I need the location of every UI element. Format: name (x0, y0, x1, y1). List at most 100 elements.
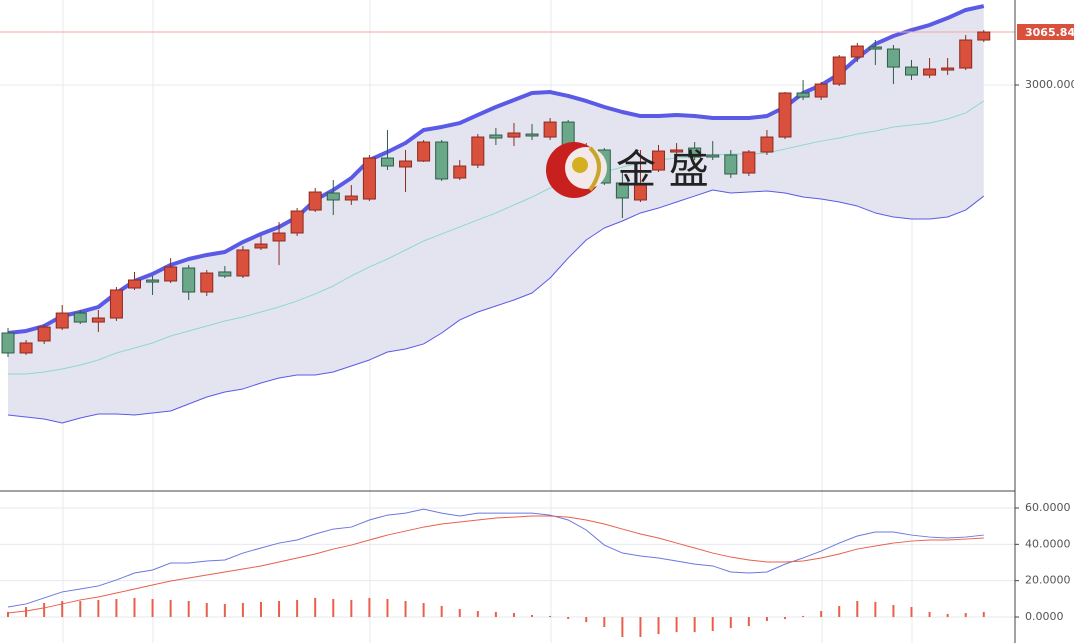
histogram-bar (531, 615, 534, 618)
histogram-bar (223, 603, 226, 618)
candle-body (380, 157, 394, 167)
histogram-bar (133, 597, 136, 618)
histogram-bar (187, 601, 190, 618)
candle-body (832, 56, 846, 85)
candle-body (796, 92, 810, 98)
candle-body (326, 192, 340, 201)
histogram-bar (765, 617, 768, 622)
candle-body (91, 317, 105, 323)
histogram-bar (585, 617, 588, 623)
last-price-label: 3065.840 (1025, 26, 1074, 39)
indicator-line (7, 515, 984, 614)
histogram-bar (205, 603, 208, 618)
y-tick-label: 3000.000 (1025, 78, 1074, 91)
histogram-bar (910, 607, 913, 618)
candle-body (724, 154, 738, 175)
histogram-bar (404, 601, 407, 618)
candle-body (850, 45, 864, 58)
candle-body (507, 132, 521, 138)
histogram-bar (856, 601, 859, 618)
histogram-bar (892, 605, 895, 618)
candle-body (905, 66, 918, 76)
histogram-bar (567, 617, 570, 620)
histogram-bar (476, 611, 479, 618)
histogram-bar (440, 605, 443, 618)
histogram-bar (278, 601, 281, 618)
histogram-bar (982, 611, 985, 618)
histogram-bar (639, 617, 642, 638)
histogram-bar (79, 601, 82, 618)
candle-body (236, 249, 250, 277)
candle-body (652, 150, 666, 171)
histogram-bar (820, 611, 823, 618)
histogram-bar (711, 617, 714, 632)
histogram-bar (332, 599, 335, 618)
candle-body (959, 39, 973, 69)
candle-body (290, 210, 304, 234)
histogram-bar (151, 599, 154, 618)
indicator-line (7, 508, 984, 608)
candle-body (489, 134, 503, 139)
candle-body (941, 67, 955, 71)
candle-body (218, 271, 232, 277)
histogram-bar (350, 599, 353, 618)
candle-body (615, 182, 629, 199)
histogram-bar (874, 601, 877, 618)
candle-body (814, 83, 828, 98)
y-tick-label: 0.0000 (1025, 610, 1064, 623)
histogram-bar (657, 617, 660, 635)
histogram-bar (43, 603, 46, 618)
histogram-bar (621, 617, 624, 638)
histogram-bar (97, 599, 100, 618)
candle-body (362, 157, 376, 200)
histogram-bar (7, 611, 9, 618)
logo-text: 金 盛 (616, 147, 709, 193)
candle-body (37, 326, 51, 342)
histogram-bar (458, 609, 461, 618)
band-fill (8, 6, 984, 424)
candle-body (344, 195, 358, 201)
candle-body (688, 147, 702, 158)
candle-body (200, 272, 214, 293)
candle-body (164, 266, 178, 282)
histogram-bar (784, 617, 787, 620)
candle-body (272, 232, 286, 242)
y-tick-label: 60.0000 (1025, 501, 1071, 514)
candle-body (146, 279, 160, 283)
candle-body (127, 279, 141, 289)
histogram-bar (386, 599, 389, 618)
histogram-bar (259, 601, 262, 618)
candle-body (561, 121, 575, 146)
candle-body (977, 31, 991, 41)
candle-body (543, 121, 557, 138)
logo-arc (588, 146, 601, 192)
candle-body (453, 165, 467, 179)
histogram-bar (115, 599, 118, 618)
candle-body (525, 133, 539, 137)
candle-body (923, 68, 937, 76)
histogram-bar (549, 615, 552, 618)
candle-body (760, 136, 774, 153)
candle-body (254, 243, 268, 249)
histogram-bar (241, 603, 244, 618)
histogram-bar (169, 599, 172, 618)
histogram-bar (494, 611, 497, 618)
plot-layer: 3000.000 3065.840 60.0000 40.0000 20.0000 0.0… (0, 4, 1074, 638)
candle-body (182, 267, 196, 293)
band-line (8, 100, 985, 375)
candle-body (417, 141, 431, 162)
candle-body (706, 154, 720, 158)
candle-body (670, 149, 684, 153)
histogram-bar (314, 597, 317, 618)
candle-body (742, 151, 756, 174)
histogram-bar (296, 599, 299, 618)
candle-body (435, 141, 449, 180)
histogram-bar (368, 597, 371, 618)
logo: 金 盛 (546, 142, 709, 198)
y-tick-label: 20.0000 (1025, 574, 1071, 587)
histogram-bar (675, 617, 678, 633)
band-line (7, 189, 985, 424)
candle-body (109, 289, 123, 319)
histogram-bar (512, 613, 515, 618)
histogram-bar (747, 617, 750, 627)
